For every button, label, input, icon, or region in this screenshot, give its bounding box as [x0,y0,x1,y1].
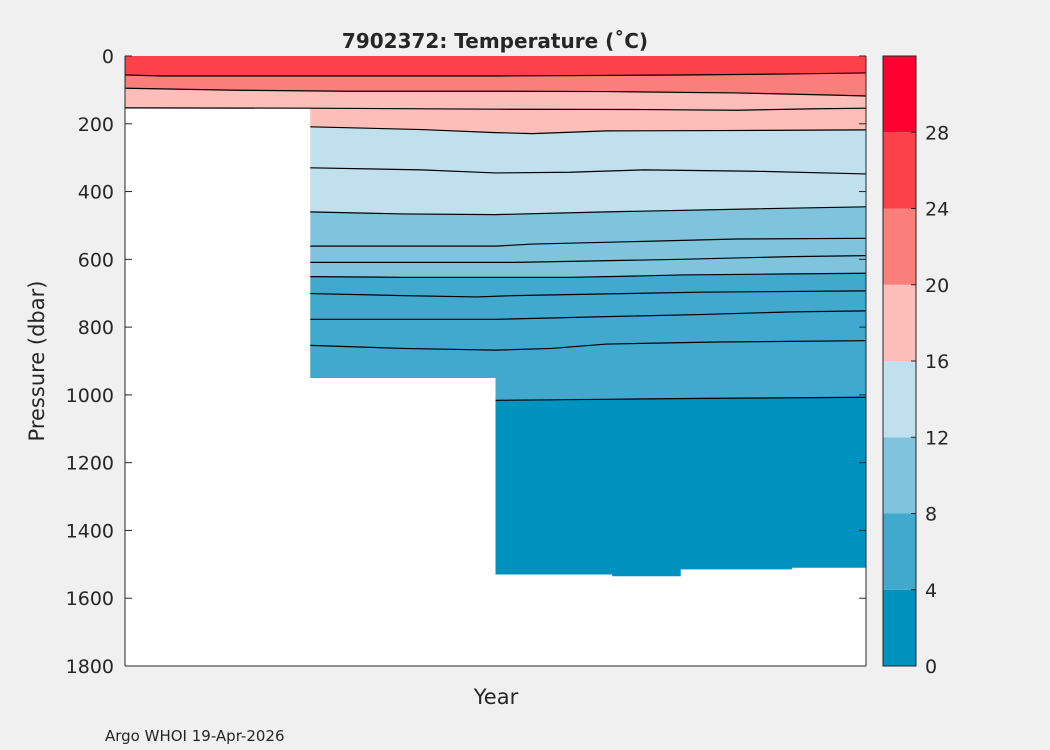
colorbar-band-8-12 [883,437,916,514]
isotherm-5C [310,340,867,351]
colorbar-band-4-8 [883,513,916,590]
y-tick-label: 1200 [66,453,114,475]
colorbar-tick-label: 4 [925,580,937,602]
y-tick-label: 400 [78,182,114,204]
colorbar-band-16-20 [883,284,916,361]
y-tick-label: 800 [78,317,114,339]
colorbar-band-12-16 [883,361,916,438]
x-axis-label: Year [473,685,519,709]
colorbar-tick-label: 8 [925,504,937,526]
y-tick-label: 1400 [66,520,114,542]
y-axis-label: Pressure (dbar) [25,281,49,442]
colorbar-tick-label: 0 [925,656,937,678]
isotherm-18C [124,107,867,111]
y-tick-label: 1800 [66,656,114,678]
chart-title: 7902372: Temperature (˚C) [342,29,648,53]
colorbar: 0 4 8 12 16 20 24 28 [882,55,949,678]
isotherm-4C [495,396,867,401]
y-tick-label: 600 [78,249,114,271]
isotherm-7C [310,290,867,298]
axes: 0 200 400 600 800 1000 1200 1400 1600 1800 [66,46,867,678]
colorbar-tick-label: 28 [925,122,949,144]
colorbar-tick-label: 16 [925,351,949,373]
colorbar-band-0-4 [883,589,916,666]
isotherm-24C [124,72,867,77]
isotherm-16C [310,126,867,135]
colorbar-band-28-32 [883,56,916,133]
colorbar-tick-label: 12 [925,427,949,449]
y-tick-label: 200 [78,114,114,136]
isotherm-12C [310,206,867,216]
isotherm-14C [310,167,867,175]
y-tick-label: 1000 [66,385,114,407]
colorbar-tick-label: 20 [925,275,949,297]
colorbar-tick-label: 24 [925,199,949,221]
isotherm-11C [310,237,867,247]
y-tick-label: 0 [102,46,114,68]
plot-area [124,56,867,667]
footer-credit: Argo WHOI 19-Apr-2026 [105,727,285,745]
colorbar-band-20-24 [883,208,916,285]
no-data-region [125,108,866,667]
isotherm-6C [310,310,867,320]
colorbar-band-24-28 [883,132,916,209]
isotherm-20C [124,87,867,97]
y-tick-label: 1600 [66,588,114,610]
isotherm-8C [310,272,867,278]
isotherm-10C [310,255,867,263]
